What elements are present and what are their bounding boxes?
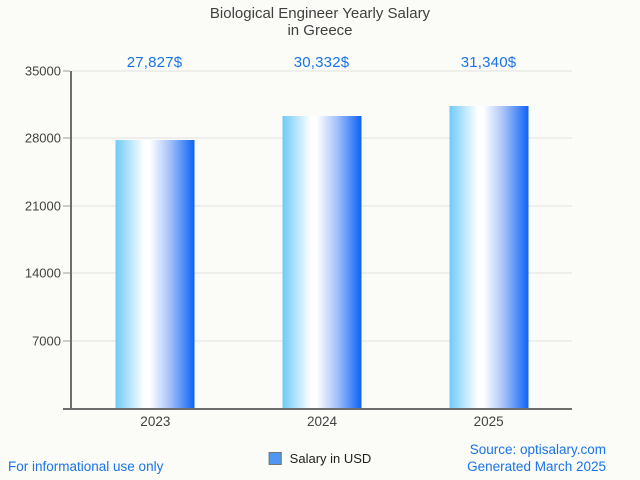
y-axis: 7000 14000 21000 28000 35000: [0, 65, 70, 408]
source-block: Source: optisalary.com Generated March 2…: [467, 441, 606, 475]
value-labels-layer: 27,827$ 30,332$ 31,340$: [71, 53, 572, 71]
chart-title: Biological Engineer Yearly Salary in Gre…: [0, 5, 640, 39]
generated-text: Generated March 2025: [467, 459, 606, 474]
plot-area: [72, 70, 572, 408]
bar-2025[interactable]: [449, 106, 529, 408]
value-label-2023: 27,827$: [126, 54, 183, 71]
gridline-35000: [72, 70, 572, 72]
x-axis-label-2023: 2023: [140, 414, 171, 429]
y-axis-label-21000: 21000: [24, 198, 61, 214]
legend-label: Salary in USD: [289, 451, 372, 466]
legend-swatch-icon: [268, 452, 282, 465]
y-axis-tick-21000: [63, 205, 70, 207]
value-label-2025: 31,340$: [460, 54, 517, 71]
y-axis-label-28000: 28000: [24, 130, 61, 146]
bar-2023[interactable]: [115, 140, 195, 408]
value-label-2024: 30,332$: [293, 54, 350, 71]
disclaimer-text: For informational use only: [8, 459, 164, 474]
legend: Salary in USD: [268, 451, 372, 466]
y-axis-line: [70, 71, 72, 410]
y-axis-tick-35000: [63, 70, 70, 72]
y-axis-label-7000: 7000: [32, 333, 61, 349]
y-axis-tick-14000: [63, 272, 70, 274]
y-axis-tick-28000: [63, 137, 70, 139]
y-axis-label-14000: 14000: [24, 265, 61, 281]
chart-title-line2: in Greece: [287, 22, 353, 39]
y-axis-label-35000: 35000: [24, 63, 61, 79]
x-axis-line: [63, 408, 572, 410]
chart-title-line1: Biological Engineer Yearly Salary: [209, 5, 431, 22]
x-axis-label-2024: 2024: [306, 414, 338, 429]
source-text[interactable]: Source: optisalary.com: [469, 442, 606, 457]
bar-2024[interactable]: [282, 115, 362, 408]
x-axis-labels: 2023 2024 2025: [72, 413, 572, 431]
x-axis-label-2025: 2025: [473, 414, 504, 429]
y-axis-tick-7000: [63, 340, 70, 342]
